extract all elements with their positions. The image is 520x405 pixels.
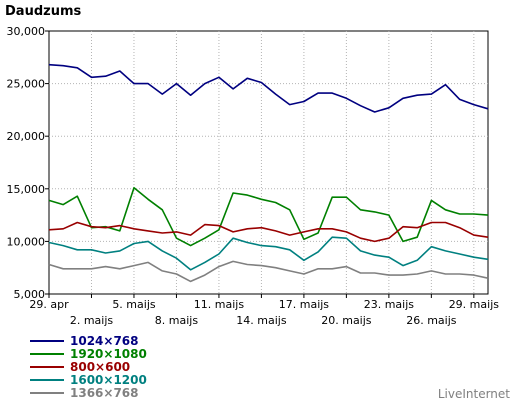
x-tick-label: 20. maijs bbox=[321, 314, 372, 327]
y-axis: 5,000 10,000 15,000 20,000 25,000 30,000 bbox=[7, 25, 49, 301]
x-tick-label: 29. maijs bbox=[449, 298, 500, 311]
x-tick-label: 11. maijs bbox=[194, 298, 245, 311]
x-tick-label: 23. maijs bbox=[364, 298, 415, 311]
y-tick-label: 20,000 bbox=[7, 130, 46, 143]
x-tick-label: 29. apr bbox=[29, 298, 69, 311]
credit-label: LiveInternet bbox=[438, 387, 510, 401]
series-line-1 bbox=[48, 63, 489, 113]
x-tick-label: 2. maijs bbox=[70, 314, 114, 327]
series-line-3 bbox=[48, 221, 489, 243]
legend-label-1: 1024×768 bbox=[70, 334, 139, 348]
y-tick-label: 25,000 bbox=[7, 78, 46, 91]
x-tick-label: 26. maijs bbox=[406, 314, 457, 327]
legend-label-4: 1600×1200 bbox=[70, 373, 147, 387]
legend-label-3: 800×600 bbox=[70, 360, 130, 374]
grid bbox=[49, 31, 488, 294]
x-tick-label: 17. maijs bbox=[279, 298, 330, 311]
y-tick-label: 15,000 bbox=[7, 183, 46, 196]
x-tick-label: 5. maijs bbox=[112, 298, 156, 311]
chart-title: Daudzums bbox=[5, 4, 81, 19]
y-tick-label: 10,000 bbox=[7, 235, 46, 248]
legend-label-2: 1920×1080 bbox=[70, 347, 147, 361]
series-line-2 bbox=[48, 186, 489, 247]
x-tick-label: 14. maijs bbox=[236, 314, 287, 327]
series-lines bbox=[48, 63, 489, 283]
y-tick-label: 5,000 bbox=[14, 288, 46, 301]
y-tick-label: 30,000 bbox=[7, 25, 46, 38]
series-line-4 bbox=[48, 236, 489, 271]
legend-label-5: 1366×768 bbox=[70, 386, 139, 400]
series-line-5 bbox=[48, 260, 489, 283]
x-tick-label: 8. maijs bbox=[155, 314, 199, 327]
legend: 1024×7681920×1080800×6001600×12001366×76… bbox=[30, 334, 147, 400]
plot-frame bbox=[48, 30, 489, 295]
